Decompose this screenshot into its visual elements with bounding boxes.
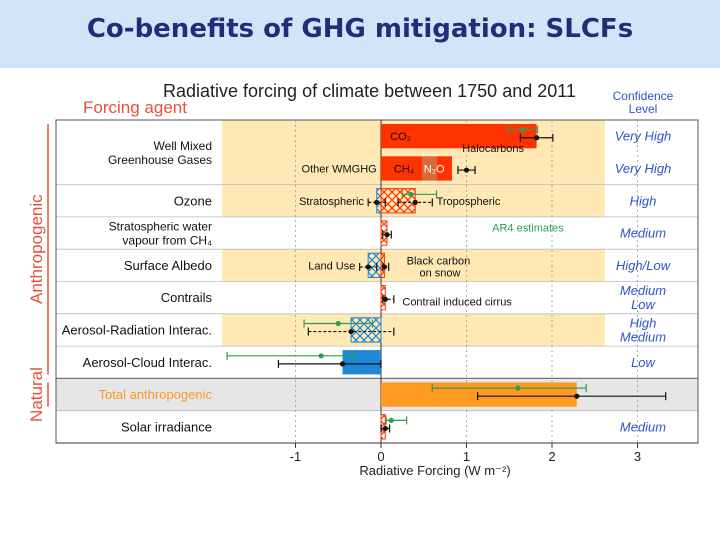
error-point [520,127,526,133]
confidence-label: Low [631,355,656,370]
component-label: Stratospheric [299,196,364,208]
row-label: Greenhouse Gases [108,153,212,167]
error-point [412,199,418,205]
radiative-forcing-chart: Radiative forcing of climate between 175… [27,81,699,478]
chart-title: Radiative forcing of climate between 175… [163,81,576,101]
confidence-label: Medium [620,283,666,298]
row-highlight-band [222,249,605,282]
error-point [388,417,394,423]
confidence-label: Medium [620,419,666,434]
group-label: Natural [27,367,46,422]
row-label: Aerosol-Radiation Interac. [62,322,212,337]
component-label: N₂O [424,163,445,175]
component-label: CH₄ [394,163,415,175]
error-point [318,353,324,359]
error-point [339,361,346,367]
x-axis-title: Radiative Forcing (W m⁻²) [359,463,510,478]
row-label: Ozone [174,193,212,208]
confidence-header-2: Level [629,102,658,116]
error-point [374,199,380,205]
slide-header [0,0,720,68]
slide-title: Co-benefits of GHG mitigation: SLCFs [86,14,634,44]
ar4-label: AR4 estimates [492,222,564,234]
confidence-label: Very High [615,129,672,144]
component-label: Tropospheric [437,196,501,208]
error-point [463,167,470,173]
component-label: CO₂ [390,131,411,143]
error-point [408,191,414,197]
bar-halocarbons [436,156,452,181]
component-label: Black carbon [407,255,471,267]
bar-co- [381,124,537,149]
component-label: on snow [419,267,460,279]
confidence-label: High [630,315,657,330]
component-label: Halocarbons [462,143,524,155]
error-point [534,135,540,141]
row-header: Forcing agent [83,98,187,117]
row-label: Solar irradiance [121,419,212,434]
error-point [335,320,341,327]
row-label: Contrails [161,290,213,305]
row-label: Total anthropogenic [99,387,213,402]
confidence-label: Medium [620,226,666,241]
component-label: Other WMGHG [302,163,377,175]
row-label: Well Mixed [154,139,212,153]
bar-aerosol-radiation-interac- [350,317,382,343]
component-label: Contrail induced cirrus [402,297,512,309]
error-point [574,393,580,399]
x-tick-label: 1 [463,449,470,464]
group-label: Anthropogenic [27,194,46,304]
error-point [381,264,388,270]
error-point [384,232,390,238]
error-point [515,385,521,391]
confidence-header-1: Confidence [613,89,674,103]
row-label: Aerosol-Cloud Interac. [83,355,212,370]
row-highlight-band [222,313,605,347]
row-label: Surface Albedo [124,258,212,273]
confidence-label: High/Low [616,258,672,273]
bar-total-anthropogenic [381,382,577,407]
confidence-label: Low [631,297,656,312]
error-point [382,425,388,432]
x-tick-label: 0 [377,449,384,464]
x-tick-label: 3 [634,449,641,464]
x-tick-label: 2 [548,449,555,464]
error-point [365,264,371,270]
bar-n-o [422,156,437,181]
x-tick-label: -1 [290,449,302,464]
row-label: Stratospheric water [109,220,212,234]
bar-ch- [381,156,423,181]
row-label: vapour from CH₄ [122,234,212,248]
row-total-band [56,378,698,411]
confidence-label: High [630,193,657,208]
component-label: Land Use [308,260,355,272]
confidence-label: Medium [620,329,666,344]
error-point [348,328,354,335]
bar-aerosol-cloud-interac- [342,350,381,375]
error-point [382,296,388,302]
confidence-label: Very High [615,161,672,176]
